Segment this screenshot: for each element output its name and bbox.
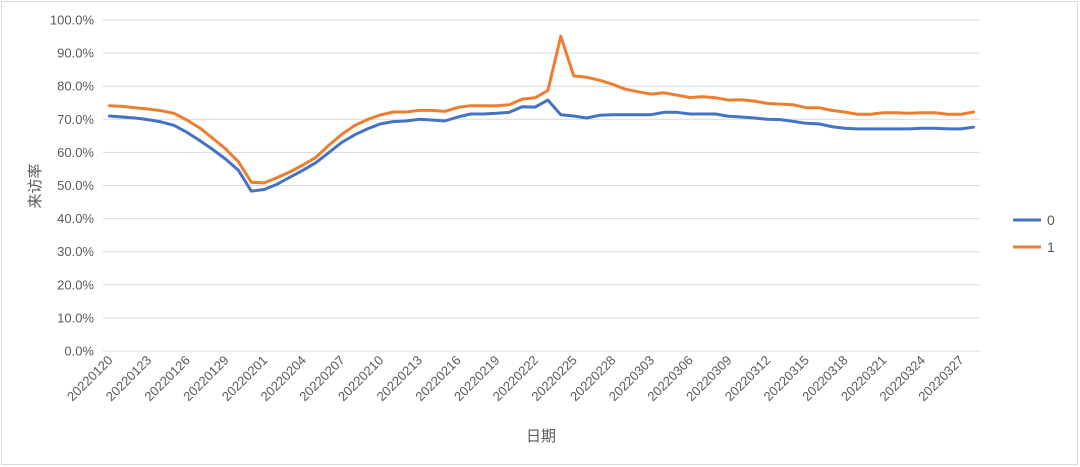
y-tick-label: 40.0% (57, 211, 94, 226)
y-axis-ticks: 0.0% 10.0% 20.0% 30.0% 40.0% 50.0% 60.0% 70.0% 8… (50, 13, 95, 359)
y-tick-label: 30.0% (57, 244, 94, 259)
y-tick-label: 80.0% (57, 79, 94, 94)
series-lines (107, 34, 976, 193)
x-axis-ticks: 2022012020220123202201262022012920220201… (64, 353, 967, 405)
y-tick-label: 0.0% (64, 344, 94, 359)
legend-label-0: 0 (1047, 212, 1055, 228)
series-line-1 (107, 34, 976, 185)
y-tick-label: 70.0% (57, 112, 94, 127)
y-tick-label: 90.0% (57, 46, 94, 61)
legend: 01 (1013, 212, 1055, 255)
series-line-0 (107, 98, 976, 193)
y-axis-title: 来访率 (27, 163, 44, 208)
y-tick-label: 100.0% (50, 13, 95, 28)
y-tick-label: 10.0% (57, 310, 94, 325)
legend-label-1: 1 (1047, 239, 1055, 255)
y-tick-label: 50.0% (57, 178, 94, 193)
y-tick-label: 20.0% (57, 277, 94, 292)
x-axis-title: 日期 (526, 428, 556, 445)
y-tick-label: 60.0% (57, 145, 94, 160)
gridlines (103, 19, 980, 352)
